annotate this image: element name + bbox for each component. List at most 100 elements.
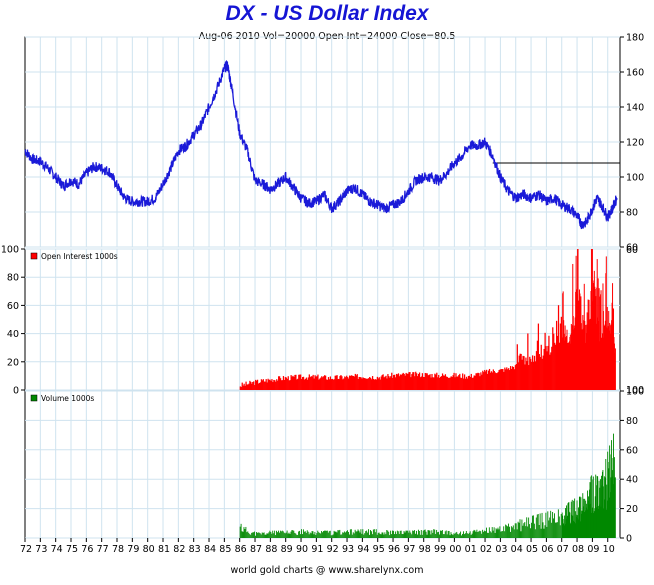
volume-bar	[264, 534, 266, 538]
volume-bar	[284, 533, 286, 538]
open-interest-bar	[555, 320, 558, 390]
volume-bar	[293, 530, 295, 538]
open-interest-bar	[484, 369, 486, 390]
open-interest-bar	[355, 375, 357, 390]
open-interest-bar	[288, 380, 290, 390]
volume-bar	[486, 527, 487, 538]
volume-bar	[582, 506, 584, 538]
open-interest-bar	[425, 373, 427, 390]
volume-bar	[572, 515, 574, 538]
volume-bar	[463, 531, 464, 538]
volume-bar	[313, 534, 315, 538]
open-interest-bar	[352, 376, 355, 390]
x-tick-label: 94	[357, 544, 369, 555]
open-interest-bar	[366, 378, 368, 390]
open-interest-bar	[433, 377, 435, 390]
volume-bar	[606, 500, 608, 538]
volume-bar	[273, 533, 275, 538]
volume-bar	[596, 485, 598, 538]
volume-bar	[329, 530, 331, 538]
volume-bar	[421, 534, 423, 538]
open-interest-bar	[277, 380, 279, 390]
open-interest-bar	[532, 355, 534, 390]
open-interest-bar	[502, 369, 504, 390]
volume-bar	[406, 530, 408, 538]
volume-bar	[443, 534, 445, 538]
volume-bar	[480, 531, 482, 538]
volume-bar	[521, 519, 523, 538]
x-axis: 72 73 74 75 76 77 78 79 80 81 82 83 84 85 86 87 88 89 90 91…	[20, 538, 615, 555]
volume-bar	[393, 530, 394, 538]
x-tick-label: 95	[373, 544, 385, 555]
volume-bar	[385, 534, 387, 538]
chart-title: DX - US Dollar Index	[225, 2, 429, 25]
volume-bar	[350, 529, 352, 538]
open-interest-bar	[293, 376, 295, 390]
open-interest-bar	[342, 379, 344, 390]
volume-bar	[440, 530, 441, 538]
volume-bar	[412, 530, 414, 538]
volume-bar	[254, 531, 255, 538]
open-interest-bar	[328, 379, 331, 390]
volume-bar	[432, 532, 434, 538]
open-interest-bar	[347, 377, 349, 390]
volume-bar	[502, 531, 504, 538]
volume-bar	[540, 528, 542, 538]
volume-bar	[441, 530, 443, 538]
volume-bar	[500, 531, 502, 538]
volume-bar	[427, 530, 429, 538]
volume-bar	[400, 530, 402, 538]
open-interest-bar	[439, 377, 441, 390]
volume-bar	[262, 532, 264, 538]
volume-bar	[453, 533, 455, 538]
open-interest-bar	[514, 365, 517, 390]
open-interest-bar	[384, 376, 386, 390]
volume-bar	[425, 531, 427, 538]
open-interest-bar	[267, 378, 269, 390]
volume-bar	[370, 530, 371, 538]
open-interest-bar	[269, 379, 271, 390]
volume-bar	[255, 535, 256, 538]
y-tick-label-left: 40	[7, 329, 19, 340]
volume-bar	[566, 518, 568, 538]
open-interest-bar	[386, 378, 388, 390]
open-interest-bar	[344, 376, 346, 390]
volume-bar	[587, 490, 589, 538]
x-tick-label: 88	[265, 544, 277, 555]
volume-bar	[274, 530, 276, 538]
volume-bar	[317, 530, 319, 538]
open-interest-bar	[397, 373, 400, 390]
volume-bar	[344, 531, 346, 538]
volume-bar	[360, 529, 362, 538]
volume-bar	[571, 514, 573, 538]
open-interest-bar	[390, 376, 392, 390]
volume-bar	[591, 507, 593, 538]
x-tick-label: 80	[143, 544, 155, 555]
open-interest-bar	[258, 382, 261, 390]
x-tick-label: 82	[173, 544, 185, 555]
open-interest-bar	[463, 378, 465, 390]
open-interest-bar	[614, 348, 616, 390]
open-interest-bar	[421, 373, 424, 390]
open-interest-bar	[547, 345, 549, 390]
open-interest-bar	[549, 354, 551, 390]
open-interest-bar	[376, 376, 379, 390]
x-tick-label: 09	[587, 544, 599, 555]
open-interest-bar	[392, 377, 394, 390]
volume-bar	[368, 529, 370, 538]
volume-bar	[570, 501, 572, 538]
volume-bar	[316, 533, 318, 538]
volume-bar	[377, 532, 379, 538]
y-tick-label: 160	[626, 68, 644, 79]
open-interest-bar	[434, 373, 436, 390]
volume-bar	[558, 516, 560, 538]
open-interest-bar	[302, 376, 305, 390]
volume-bar	[536, 514, 538, 538]
volume-bar	[585, 507, 587, 538]
volume-bar	[338, 530, 340, 538]
volume-bar	[346, 531, 347, 538]
volume-bar	[519, 519, 521, 538]
volume-bar	[593, 511, 595, 538]
volume-bar	[261, 532, 263, 538]
volume-bar	[520, 531, 522, 538]
